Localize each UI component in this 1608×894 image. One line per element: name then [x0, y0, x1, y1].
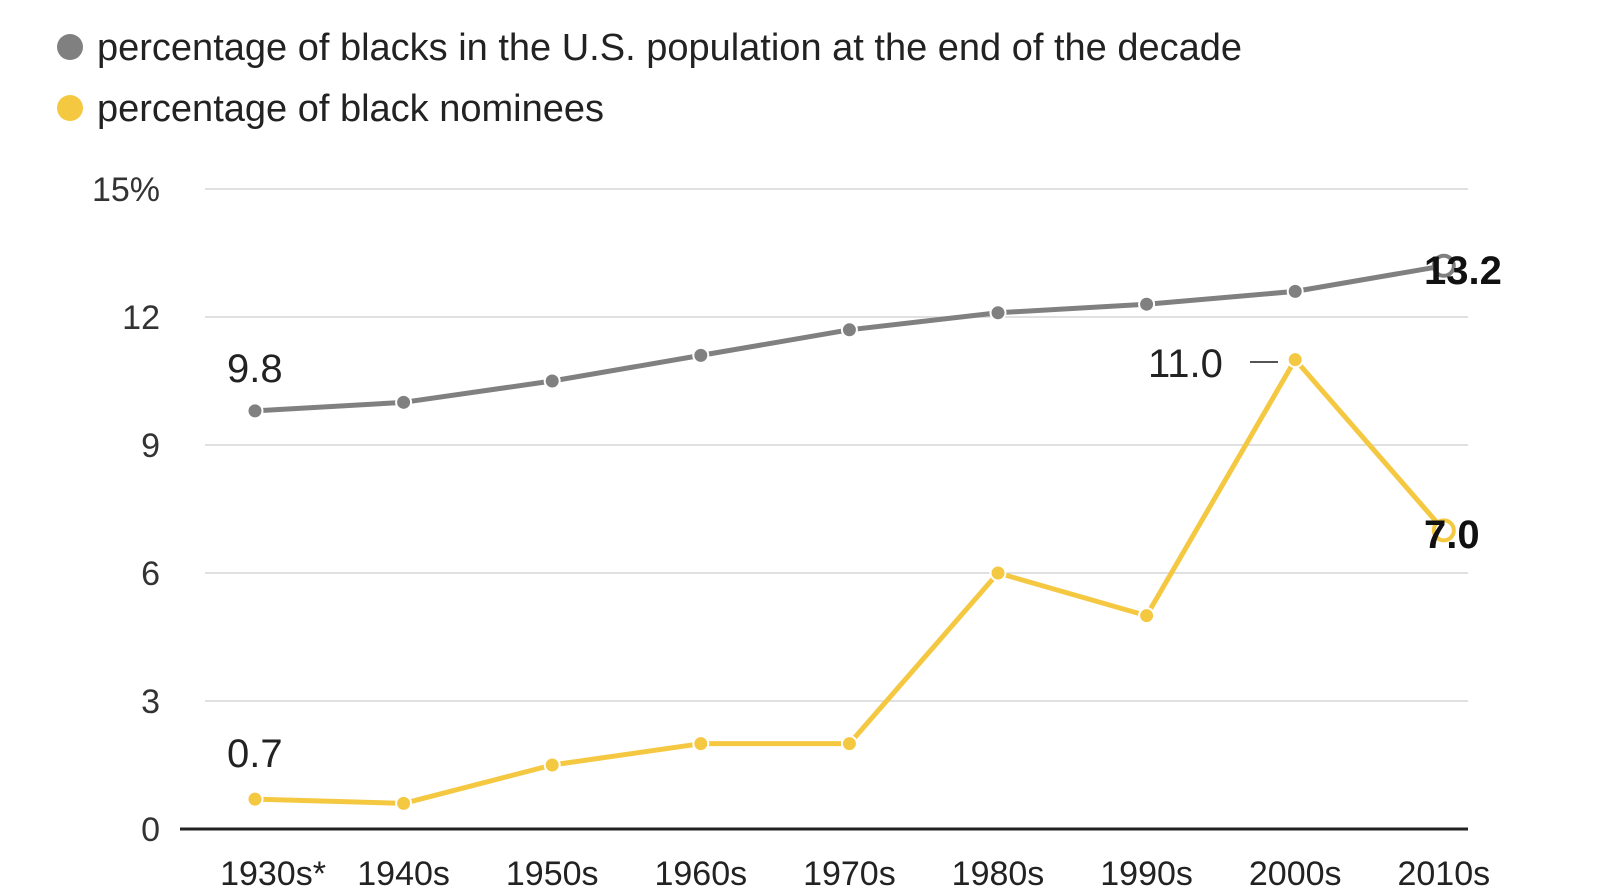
annotations: 9.8 13.2 0.7 11.0 7.0: [227, 249, 1502, 776]
series-lines: [254, 263, 1446, 806]
series-line-population: [254, 263, 1445, 414]
annotation-nominees-peak: 11.0: [1148, 342, 1223, 386]
y-tick-label: 12: [122, 299, 160, 337]
legend-label-nominees: percentage of black nominees: [97, 88, 604, 130]
nominees-point: [1138, 607, 1156, 625]
y-tick-label: 15%: [92, 171, 160, 209]
annotation-population-start: 9.8: [227, 347, 283, 391]
x-tick-label: 2010s: [1397, 855, 1490, 893]
y-tick-label: 0: [141, 811, 160, 849]
population-point: [1431, 253, 1456, 278]
population-point: [989, 304, 1007, 322]
y-tick-label: 6: [141, 555, 160, 593]
population-point: [1138, 295, 1156, 313]
population-point: [840, 321, 858, 339]
series-points: [246, 253, 1456, 812]
x-tick-label: 1980s: [952, 855, 1045, 893]
y-tick-label: 9: [141, 427, 160, 465]
legend-label-population: percentage of blacks in the U.S. populat…: [97, 27, 1242, 69]
x-tick-label: 1930s*: [220, 855, 326, 893]
x-axis-ticks: 1930s* 1940s 1950s 1960s 1970s 1980s 1990s 2000…: [220, 855, 1490, 893]
annotation-population-end: 13.2: [1424, 249, 1502, 293]
population-point: [246, 402, 264, 420]
population-point: [1286, 282, 1304, 300]
annotation-nominees-start: 0.7: [227, 732, 283, 776]
population-point: [692, 346, 710, 364]
nominees-point: [692, 735, 710, 753]
legend: percentage of blacks in the U.S. populat…: [57, 27, 1242, 130]
nominees-point: [989, 564, 1007, 582]
nominees-point: [395, 794, 413, 812]
y-tick-label: 3: [141, 683, 160, 721]
x-tick-label: 1960s: [654, 855, 747, 893]
nominees-point: [246, 790, 264, 808]
legend-marker-nominees: [57, 95, 83, 121]
nominees-point: [1286, 351, 1304, 369]
x-tick-label: 1970s: [803, 855, 896, 893]
x-tick-label: 1950s: [506, 855, 599, 893]
y-axis-ticks: 0 3 6 9 12 15%: [92, 171, 160, 849]
legend-marker-population: [57, 34, 83, 60]
x-tick-label: 2000s: [1249, 855, 1342, 893]
nominees-point: [840, 735, 858, 753]
x-tick-label: 1990s: [1100, 855, 1193, 893]
x-tick-label: 1940s: [357, 855, 450, 893]
gridlines: [180, 188, 1468, 831]
nominees-point: [543, 756, 561, 774]
annotation-nominees-end: 7.0: [1424, 513, 1480, 557]
population-point: [543, 372, 561, 390]
population-point: [395, 393, 413, 411]
nominees-point: [1431, 518, 1456, 543]
